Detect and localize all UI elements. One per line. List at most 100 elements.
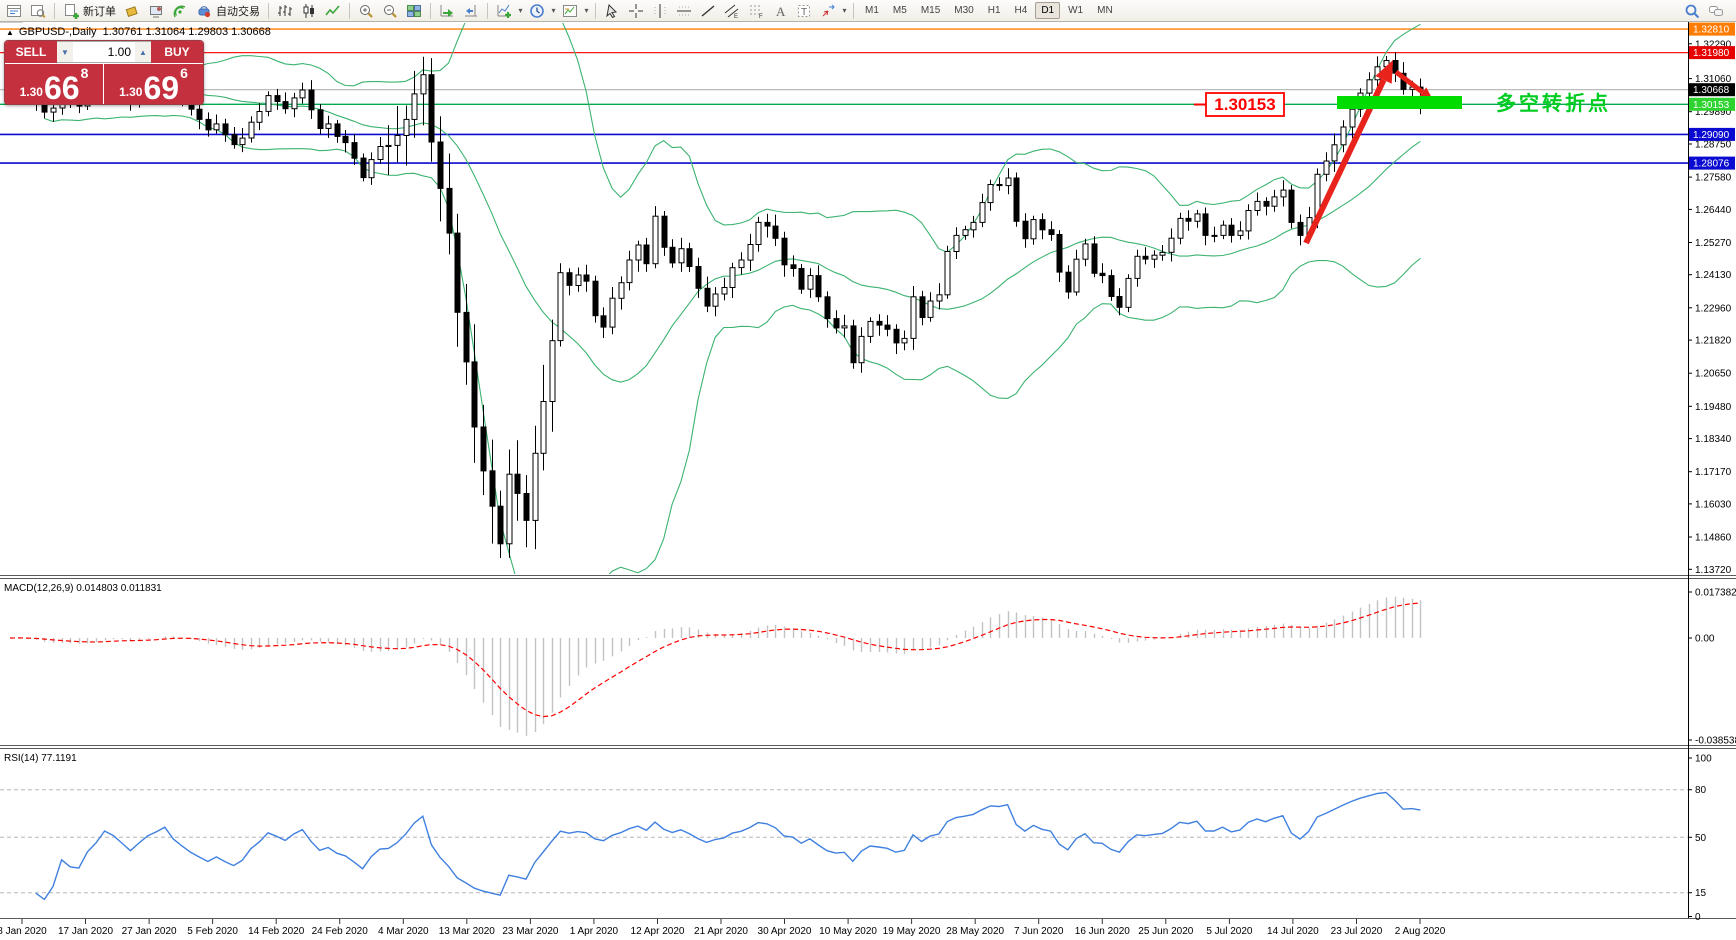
svg-text:1.13720: 1.13720 — [1695, 565, 1732, 576]
arrows-icon[interactable] — [816, 1, 840, 21]
svg-text:T: T — [801, 7, 807, 18]
arrows-dropdown-caret[interactable]: ▾ — [842, 6, 847, 15]
svg-text:5 Jul 2020: 5 Jul 2020 — [1206, 926, 1253, 937]
bar-chart-icon[interactable] — [273, 1, 297, 21]
autotrading-icon[interactable] — [192, 1, 216, 21]
timeframe-d1-button[interactable]: D1 — [1035, 2, 1061, 19]
history-cube-icon[interactable] — [120, 1, 144, 21]
timeframe-m15-button[interactable]: M15 — [920, 5, 941, 16]
svg-text:28 May 2020: 28 May 2020 — [946, 926, 1004, 937]
volume-decrease-button[interactable]: ▼ — [57, 42, 73, 62]
toolbar-separator — [349, 2, 350, 19]
timeframe-m1-button[interactable]: M1 — [865, 5, 879, 16]
new-order-icon[interactable] — [59, 1, 83, 21]
autotrading-label[interactable]: 自动交易 — [216, 5, 260, 18]
svg-text:1.31980: 1.31980 — [1693, 48, 1730, 59]
toolbar-separator — [268, 2, 269, 19]
text-label-icon[interactable]: T — [792, 1, 816, 21]
timeframe-mn-button[interactable]: MN — [1097, 5, 1113, 16]
crosshair-icon[interactable] — [624, 1, 648, 21]
svg-text:A: A — [776, 4, 786, 19]
svg-text:1.30668: 1.30668 — [1693, 85, 1730, 96]
chart-window-icon[interactable] — [2, 1, 26, 21]
toolbar-separator — [487, 2, 488, 19]
svg-text:14 Feb 2020: 14 Feb 2020 — [248, 926, 305, 937]
price-callout-box[interactable]: 1.30153 — [1194, 92, 1285, 117]
svg-text:100: 100 — [1695, 754, 1712, 765]
svg-text:1.20650: 1.20650 — [1695, 369, 1732, 380]
svg-text:1.31060: 1.31060 — [1695, 74, 1732, 85]
chat-icon[interactable] — [1704, 1, 1728, 21]
svg-text:17 Jan 2020: 17 Jan 2020 — [58, 926, 113, 937]
timeframe-w1-button[interactable]: W1 — [1068, 5, 1084, 16]
periods-icon[interactable] — [525, 1, 549, 21]
templates-icon[interactable] — [558, 1, 582, 21]
indicators-icon[interactable] — [492, 1, 516, 21]
templates-dropdown-caret[interactable]: ▾ — [584, 6, 589, 15]
svg-text:1.25270: 1.25270 — [1695, 238, 1732, 249]
svg-text:0.00: 0.00 — [1695, 634, 1715, 645]
indicators-dropdown-caret[interactable]: ▾ — [518, 6, 523, 15]
new-order-label[interactable]: 新订单 — [83, 5, 116, 18]
line-chart-icon[interactable] — [321, 1, 345, 21]
svg-text:1.32810: 1.32810 — [1693, 25, 1730, 36]
chart-ohlc-values: 1.30761 1.31064 1.29803 1.30668 — [102, 26, 271, 38]
svg-text:1.21820: 1.21820 — [1695, 336, 1732, 347]
equidistant-channel-icon[interactable]: E — [720, 1, 744, 21]
candle-chart-icon[interactable] — [297, 1, 321, 21]
svg-text:13 Mar 2020: 13 Mar 2020 — [439, 926, 496, 937]
volume-increase-button[interactable]: ▲ — [135, 42, 151, 62]
collapse-chart-icon[interactable]: ▲ — [6, 28, 14, 37]
rsi-label: RSI(14) 77.1191 — [4, 753, 77, 764]
terminal-icon[interactable] — [144, 1, 168, 21]
macd-label: MACD(12,26,9) 0.014803 0.011831 — [4, 583, 162, 594]
chart-title: ▲ GBPUSD-,Daily 1.30761 1.31064 1.29803 1… — [6, 26, 271, 38]
svg-text:5 Feb 2020: 5 Feb 2020 — [187, 926, 238, 937]
signals-icon[interactable] — [168, 1, 192, 21]
svg-text:F: F — [759, 14, 763, 19]
auto-scroll-icon[interactable] — [435, 1, 459, 21]
svg-text:0.017382: 0.017382 — [1695, 588, 1736, 599]
sell-price-prefix: 1.30 — [19, 85, 43, 99]
chinese-note-annotation[interactable]: 多空转折点 — [1496, 91, 1611, 115]
buy-price-big: 69 — [143, 69, 180, 105]
tile-windows-icon[interactable] — [402, 1, 426, 21]
buy-price-prefix: 1.30 — [119, 85, 143, 99]
trendline-icon[interactable] — [696, 1, 720, 21]
turning-point-zone[interactable] — [1337, 96, 1462, 109]
svg-text:8 Jan 2020: 8 Jan 2020 — [0, 926, 47, 937]
data-window-icon[interactable] — [26, 1, 50, 21]
horizontal-line-icon[interactable] — [672, 1, 696, 21]
volume-input[interactable]: 1.00 — [107, 45, 131, 59]
one-click-trading-panel: SELL ▼ 1.00 ▲ BUY 1.30 66 8 1.30 69 6 — [4, 40, 204, 105]
vertical-line-icon[interactable] — [648, 1, 672, 21]
svg-text:7 Jun 2020: 7 Jun 2020 — [1014, 926, 1064, 937]
toolbar-right-icons — [1680, 1, 1728, 21]
price-chart-canvas[interactable]: MACD(12,26,9) 0.014803 0.011831 RSI(14) 7… — [0, 22, 1736, 940]
timeframe-m5-button[interactable]: M5 — [892, 5, 907, 16]
timeframe-h1-button[interactable]: H1 — [987, 5, 1001, 16]
svg-text:1.16030: 1.16030 — [1695, 499, 1732, 510]
zoom-out-icon[interactable] — [378, 1, 402, 21]
zoom-in-icon[interactable] — [354, 1, 378, 21]
cursor-icon[interactable] — [600, 1, 624, 21]
text-icon[interactable]: A — [768, 1, 792, 21]
svg-text:1.18340: 1.18340 — [1695, 434, 1732, 445]
sell-price-display[interactable]: 1.30 66 8 — [5, 64, 104, 104]
bollinger-lower-line — [44, 114, 1421, 574]
sell-button[interactable]: SELL — [5, 41, 57, 63]
fibonacci-icon[interactable]: F — [744, 1, 768, 21]
svg-text:27 Jan 2020: 27 Jan 2020 — [122, 926, 177, 937]
buy-price-display[interactable]: 1.30 69 6 — [104, 64, 203, 104]
periods-dropdown-caret[interactable]: ▾ — [551, 6, 556, 15]
price-axis: 1.32290 1.31060 1.29890 1.28750 1.27580 1.264… — [1688, 22, 1736, 923]
timeframe-h4-button[interactable]: H4 — [1014, 5, 1028, 16]
buy-button[interactable]: BUY — [151, 41, 203, 63]
svg-text:19 May 2020: 19 May 2020 — [883, 926, 941, 937]
chart-shift-icon[interactable] — [459, 1, 483, 21]
timeframe-m30-button[interactable]: M30 — [954, 5, 974, 16]
sell-price-pip: 8 — [80, 65, 89, 81]
rsi-level-lines — [0, 789, 1688, 894]
search-icon[interactable] — [1680, 1, 1704, 21]
